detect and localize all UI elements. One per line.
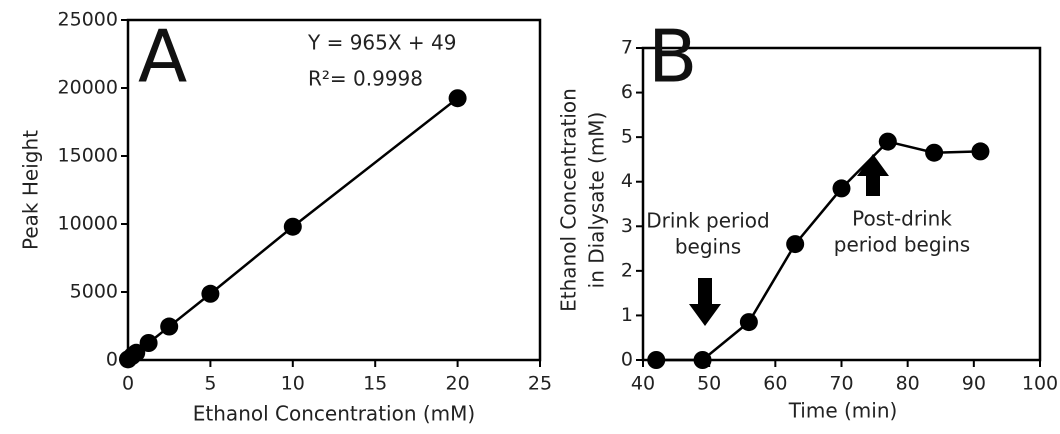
x-tick-label: 70 [829, 373, 853, 395]
panel-letter: A [138, 15, 187, 99]
data-point [693, 351, 712, 369]
x-tick-label: 90 [962, 373, 986, 395]
down-arrow [689, 278, 721, 326]
y-tick-label: 2 [621, 259, 633, 281]
y-axis-title: in Dialysate (mM) [585, 112, 609, 289]
y-tick-label: 25000 [58, 9, 118, 31]
x-tick-label: 40 [631, 373, 655, 395]
x-tick-label: 50 [697, 373, 721, 395]
annotation: period begins [834, 233, 970, 257]
data-point [127, 343, 146, 362]
x-tick-label: 20 [446, 373, 470, 395]
y-tick-label: 1 [621, 304, 633, 326]
y-tick-label: 0 [621, 349, 633, 371]
x-axis-title: Time (min) [788, 399, 898, 423]
data-point [925, 143, 944, 162]
up-arrow [857, 154, 889, 196]
x-axis-title: Ethanol Concentration (mM) [193, 402, 475, 426]
y-axis-title: Peak Height [19, 130, 43, 250]
x-tick-label: 100 [1022, 373, 1058, 395]
data-point [283, 217, 302, 236]
y-tick-label: 7 [621, 37, 633, 59]
y-tick-label: 10000 [58, 213, 118, 235]
x-tick-label: 5 [204, 373, 216, 395]
x-tick-label: 60 [763, 373, 787, 395]
data-point [786, 235, 805, 254]
data-point [971, 142, 990, 161]
annotation: Y = 965X + 49 [307, 31, 457, 55]
y-tick-label: 15000 [58, 145, 118, 167]
x-tick-label: 0 [122, 373, 134, 395]
y-tick-label: 4 [621, 170, 633, 192]
annotation: begins [675, 235, 741, 259]
data-point [739, 313, 758, 332]
x-tick-label: 25 [528, 373, 552, 395]
data-point [160, 317, 179, 336]
annotation: Drink period [646, 209, 770, 233]
y-axis-title: Ethanol Concentration [557, 88, 581, 312]
y-tick-label: 5000 [70, 281, 118, 303]
y-tick-label: 20000 [58, 77, 118, 99]
x-tick-label: 80 [896, 373, 920, 395]
x-tick-label: 15 [363, 373, 387, 395]
data-point [832, 179, 851, 198]
data-point [201, 284, 220, 303]
data-point [878, 132, 897, 151]
x-tick-label: 10 [281, 373, 305, 395]
annotation: R²= 0.9998 [308, 67, 423, 91]
panel-letter: B [648, 15, 697, 99]
plot-frame [126, 18, 542, 362]
annotation: Post-drink [852, 207, 952, 231]
y-tick-label: 3 [621, 215, 633, 237]
data-point [139, 334, 158, 352]
y-tick-label: 6 [621, 81, 633, 103]
y-tick-label: 0 [106, 349, 118, 371]
data-point [448, 89, 467, 108]
y-tick-label: 5 [621, 126, 633, 148]
data-point [647, 351, 666, 369]
